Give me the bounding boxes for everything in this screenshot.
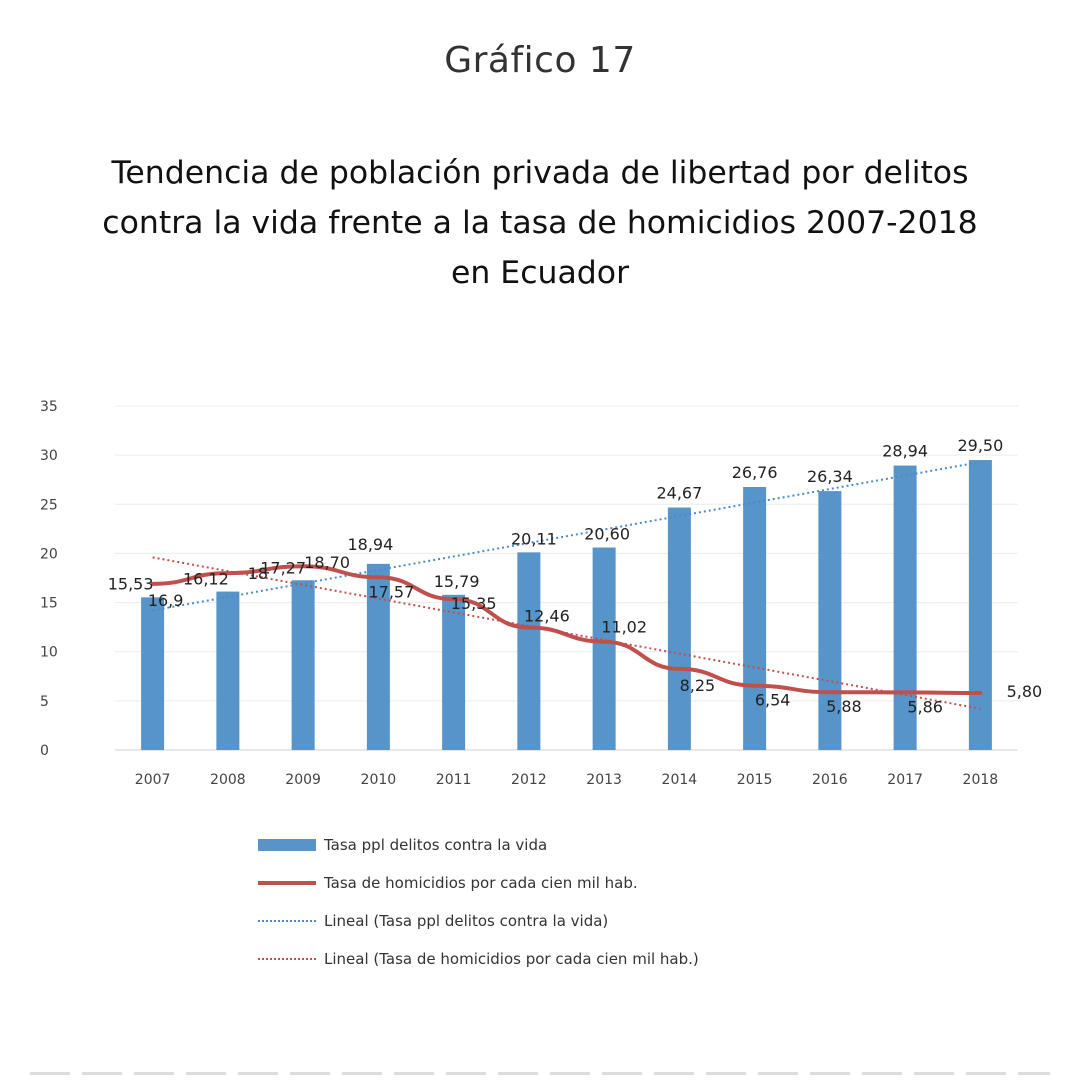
y-tick-label: 25	[40, 497, 58, 513]
legend-swatch-bar	[258, 839, 316, 851]
y-tick-label: 0	[40, 743, 49, 759]
bar	[592, 547, 616, 750]
x-tick-label: 2016	[812, 772, 848, 788]
homicide-line	[150, 564, 983, 695]
bar-data-label: 20,60	[584, 525, 630, 544]
graphic-label: Gráfico 17	[444, 40, 636, 81]
x-tick-label: 2010	[361, 772, 397, 788]
bar-data-label: 15,53	[108, 574, 154, 593]
y-tick-label: 20	[40, 546, 58, 562]
legend-swatch-trend-bars	[258, 920, 316, 922]
x-tick-label: 2014	[662, 772, 698, 788]
bar-data-label: 29,50	[957, 436, 1003, 455]
bar	[216, 591, 240, 750]
line-data-label: 18,70	[304, 553, 350, 572]
x-tick-label: 2008	[210, 772, 246, 788]
bar	[968, 460, 992, 750]
legend-item-trend-line: Lineal (Tasa de homicidios por cada cien…	[258, 940, 699, 978]
line-data-label: 6,54	[755, 691, 791, 710]
legend-label-line: Tasa de homicidios por cada cien mil hab…	[324, 874, 638, 892]
line-data-label: 8,25	[680, 676, 716, 695]
line-data-label: 5,88	[826, 697, 862, 716]
bar	[818, 491, 842, 750]
chart-title: Tendencia de población privada de libert…	[102, 155, 978, 291]
footer-divider	[30, 1072, 1050, 1075]
line-data-label: 12,46	[524, 607, 570, 626]
bar	[743, 486, 767, 750]
bar	[667, 507, 691, 750]
y-tick-label: 35	[40, 399, 58, 415]
bar-data-label: 26,76	[732, 463, 778, 482]
bar-data-label: 15,79	[434, 572, 480, 591]
bar-data-label: 28,94	[882, 442, 928, 461]
bar	[141, 597, 165, 750]
bar-data-label: 24,67	[656, 484, 702, 503]
bar	[517, 552, 541, 750]
legend-label-bars: Tasa ppl delitos contra la vida	[324, 836, 548, 854]
x-tick-label: 2011	[436, 772, 472, 788]
line-data-label: 5,80	[1007, 682, 1043, 701]
x-tick-label: 2009	[285, 772, 321, 788]
line-data-label: 11,02	[601, 618, 647, 637]
bar-data-label: 20,11	[511, 529, 557, 548]
legend-item-trend-bars: Lineal (Tasa ppl delitos contra la vida)	[258, 902, 699, 940]
bar	[366, 563, 390, 750]
legend-item-bars: Tasa ppl delitos contra la vida	[258, 826, 699, 864]
line-data-label: 16,9	[148, 591, 184, 610]
bar	[291, 580, 315, 750]
x-tick-label: 2017	[887, 772, 923, 788]
bar-data-label: 16,12	[183, 570, 229, 589]
x-tick-label: 2018	[963, 772, 999, 788]
y-tick-label: 30	[40, 448, 58, 464]
x-tick-label: 2015	[737, 772, 773, 788]
x-tick-label: 2012	[511, 772, 547, 788]
legend: Tasa ppl delitos contra la vida Tasa de …	[258, 826, 699, 978]
bar	[893, 465, 917, 750]
line-data-label: 17,57	[368, 582, 414, 601]
legend-label-trend-bars: Lineal (Tasa ppl delitos contra la vida)	[324, 912, 609, 930]
line-data-label: 18	[248, 564, 268, 583]
trendline-bars	[152, 461, 981, 612]
bar-data-label: 26,34	[807, 467, 853, 486]
x-tick-label: 2013	[586, 772, 622, 788]
bar-data-label: 18,94	[347, 535, 393, 554]
legend-swatch-trend-line	[258, 958, 316, 960]
y-tick-label: 10	[40, 645, 58, 661]
line-data-label: 5,86	[907, 697, 943, 716]
legend-item-line: Tasa de homicidios por cada cien mil hab…	[258, 864, 699, 902]
bar-data-label: 17,27	[260, 558, 306, 577]
line-data-label: 15,35	[451, 594, 497, 613]
x-tick-label: 2007	[135, 772, 171, 788]
y-tick-label: 5	[40, 694, 49, 710]
legend-label-trend-line: Lineal (Tasa de homicidios por cada cien…	[324, 950, 699, 968]
legend-swatch-line	[258, 881, 316, 885]
bar	[442, 594, 466, 750]
y-tick-label: 15	[40, 596, 58, 612]
